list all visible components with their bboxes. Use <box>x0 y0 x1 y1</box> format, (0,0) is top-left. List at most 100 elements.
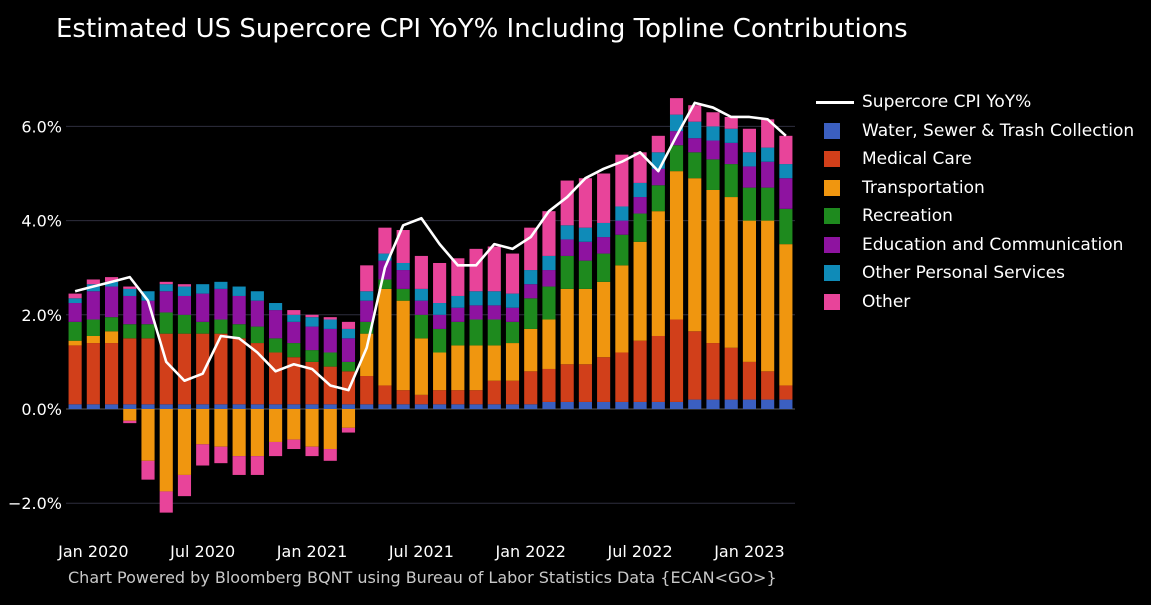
bar-segment-transportation <box>177 409 192 475</box>
bar-segment-recreation <box>688 152 702 179</box>
bar-segment-medical-care <box>505 380 520 405</box>
bar-segment-water-sewer-trash-collection <box>214 404 228 409</box>
bar-segment-water-sewer-trash-collection <box>378 404 392 409</box>
bar-segment-recreation <box>360 321 374 334</box>
bar-segment-other-negative <box>341 427 356 433</box>
bar-segment-other <box>159 281 173 285</box>
bar-segment-water-sewer-trash-collection <box>597 401 611 409</box>
bar-segment-other <box>505 253 520 294</box>
bar-segment-transportation <box>688 178 702 332</box>
bar-segment-transportation <box>724 197 738 348</box>
bar-segment-education-and-communication <box>196 293 210 322</box>
bar-segment-recreation <box>451 321 465 346</box>
supercore-cpi-line <box>74 101 787 392</box>
bar-segment-recreation <box>141 324 155 339</box>
bar-segment-water-sewer-trash-collection <box>560 401 574 409</box>
legend-label: Other Personal Services <box>862 263 1066 283</box>
bar-segment-recreation <box>214 319 228 334</box>
bar-segment-medical-care <box>706 343 720 400</box>
bar-segment-recreation <box>414 314 428 339</box>
bar-segment-other-personal-services <box>542 255 556 271</box>
bar-segment-recreation <box>396 288 410 301</box>
bar-segment-recreation <box>615 234 629 266</box>
bar-segment-transportation <box>123 409 137 421</box>
bar-segment-recreation <box>287 343 301 358</box>
bar-segment-medical-care <box>214 333 228 405</box>
bar-segment-water-sewer-trash-collection <box>688 399 702 409</box>
chart-title: Estimated US Supercore CPI YoY% Includin… <box>56 14 908 44</box>
bar-segment-education-and-communication <box>141 300 155 325</box>
bar-segment-water-sewer-trash-collection <box>669 401 684 409</box>
bar-segment-other-personal-services <box>141 291 155 301</box>
bar-segment-recreation <box>761 187 775 221</box>
bar-segment-transportation <box>105 331 119 344</box>
bar-segment-other-negative <box>214 446 228 464</box>
bar-segment-recreation <box>724 164 738 198</box>
bar-segment-medical-care <box>651 335 665 402</box>
y-tick-label: −2.0% <box>8 494 62 513</box>
bar-segment-education-and-communication <box>651 168 665 186</box>
bar-segment-education-and-communication <box>779 178 793 209</box>
bar-segment-education-and-communication <box>123 295 137 325</box>
bar-segment-other <box>779 135 793 165</box>
legend-line-marker <box>816 101 854 104</box>
bar-segment-other-personal-services <box>615 206 629 221</box>
bar-segment-medical-care <box>524 371 538 405</box>
bar-segment-transportation <box>86 335 100 344</box>
bar-segment-recreation <box>177 314 192 334</box>
bar-segment-water-sewer-trash-collection <box>505 404 520 409</box>
bar-segment-water-sewer-trash-collection <box>86 404 100 409</box>
bar-segment-recreation <box>341 361 356 372</box>
bar-segment-medical-care <box>615 352 629 402</box>
bar-segment-other-personal-services <box>269 303 283 311</box>
bar-segment-recreation <box>578 260 592 289</box>
y-tick-label: 6.0% <box>21 117 62 136</box>
bar-segment-medical-care <box>68 345 82 405</box>
bar-segment-water-sewer-trash-collection <box>287 404 301 409</box>
legend-item: Transportation <box>816 176 1146 200</box>
bar-segment-transportation <box>578 288 592 365</box>
bar-segment-medical-care <box>779 385 793 400</box>
bar-segment-education-and-communication <box>615 220 629 235</box>
bar-segment-water-sewer-trash-collection <box>305 404 319 409</box>
bar-segment-water-sewer-trash-collection <box>177 404 192 409</box>
legend-item: Medical Care <box>816 147 1146 171</box>
bar-segment-transportation <box>542 319 556 369</box>
bar-segment-other-personal-services <box>232 286 246 296</box>
bar-segment-water-sewer-trash-collection <box>196 404 210 409</box>
bar-segment-other-negative <box>287 439 301 450</box>
bar-segment-medical-care <box>742 361 756 400</box>
bar-segment-recreation <box>323 352 337 367</box>
bar-segment-recreation <box>86 319 100 336</box>
bar-segment-transportation <box>269 409 283 442</box>
x-tick-label: Jul 2020 <box>169 542 235 561</box>
bar-segment-education-and-communication <box>105 286 119 318</box>
bar-segment-transportation <box>232 409 246 457</box>
bar-segment-water-sewer-trash-collection <box>232 404 246 409</box>
bar-segment-education-and-communication <box>341 338 356 362</box>
bar-segment-education-and-communication <box>68 303 82 322</box>
bar-segment-water-sewer-trash-collection <box>469 404 483 409</box>
bar-segment-recreation <box>669 145 684 172</box>
bar-segment-transportation <box>68 340 82 346</box>
bar-segment-other-personal-services <box>469 291 483 306</box>
x-tick-label: Jan 2022 <box>495 542 566 561</box>
bar-segment-recreation <box>305 350 319 362</box>
bar-segment-other <box>651 135 665 153</box>
bar-segment-other-personal-services <box>287 314 301 322</box>
x-tick-label: Jan 2023 <box>713 542 784 561</box>
y-tick-label: 2.0% <box>21 306 62 325</box>
bar-segment-medical-care <box>724 347 738 400</box>
legend-item: Education and Communication <box>816 233 1146 257</box>
bar-segment-other-personal-services <box>305 317 319 327</box>
bar-segment-medical-care <box>177 333 192 405</box>
bar-segment-water-sewer-trash-collection <box>141 404 155 409</box>
bar-segment-medical-care <box>196 333 210 405</box>
bar-segment-water-sewer-trash-collection <box>706 399 720 409</box>
bar-segment-recreation <box>469 319 483 346</box>
bar-segment-transportation <box>250 409 264 457</box>
bar-segment-other-personal-services <box>633 182 647 198</box>
bar-segment-recreation <box>105 317 119 332</box>
bar-segment-medical-care <box>269 352 283 405</box>
